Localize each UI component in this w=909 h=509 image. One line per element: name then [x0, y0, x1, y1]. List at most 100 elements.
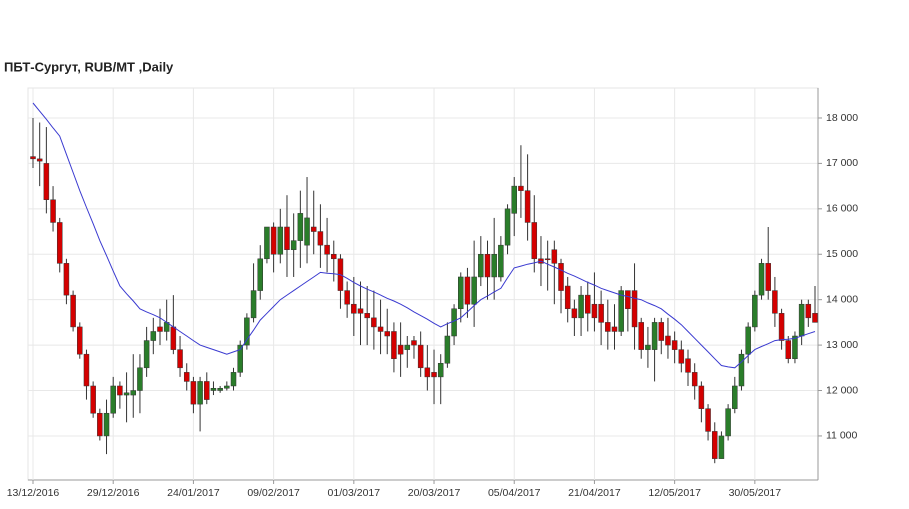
- candle-body: [250, 290, 257, 319]
- candle-body: [812, 313, 818, 323]
- x-tick-label: 09/02/2017: [247, 487, 300, 499]
- candle-body: [384, 331, 390, 337]
- candle-body: [424, 367, 431, 378]
- candle-body: [671, 340, 678, 350]
- candle-body: [645, 344, 651, 350]
- x-tick-label: 05/04/2017: [488, 487, 541, 499]
- candle-body: [631, 290, 638, 328]
- candle-body: [317, 231, 324, 246]
- candle-body: [785, 340, 792, 359]
- candle-body: [183, 372, 190, 382]
- x-tick-label: 30/05/2017: [729, 487, 782, 499]
- candle-body: [391, 331, 397, 359]
- moving-average-line: [32, 102, 816, 369]
- candle-body: [50, 199, 56, 223]
- candle-body: [691, 372, 698, 387]
- candle-body: [204, 381, 210, 400]
- candle-body: [531, 222, 538, 260]
- candle-body: [685, 358, 691, 373]
- candle-body: [297, 213, 304, 241]
- candle-body: [110, 385, 116, 414]
- candle-body: [56, 222, 63, 264]
- candle-body: [564, 285, 571, 310]
- candle-body: [458, 276, 464, 310]
- candle-body: [471, 276, 477, 305]
- candle-body: [43, 163, 50, 200]
- candle-body: [157, 326, 163, 332]
- candle-body: [264, 226, 270, 260]
- y-tick-label: 11 000: [826, 430, 857, 442]
- x-tick-label: 13/12/2016: [7, 487, 60, 499]
- candle-body: [437, 363, 444, 378]
- candle-body: [150, 331, 157, 341]
- candle-body: [310, 226, 317, 232]
- candle-body: [170, 326, 177, 350]
- candle-body: [224, 385, 230, 389]
- x-tick-label: 21/04/2017: [568, 487, 621, 499]
- candle-body: [351, 303, 357, 314]
- candle-body: [230, 372, 237, 387]
- candle-body: [217, 387, 223, 391]
- candle-body: [90, 385, 96, 414]
- candle-body: [778, 313, 785, 341]
- candle-body: [103, 412, 110, 437]
- candle-body: [571, 308, 578, 319]
- x-tick-label: 24/01/2017: [167, 487, 220, 499]
- y-tick-label: 13 000: [826, 339, 858, 351]
- candle-body: [591, 303, 598, 319]
- candle-body: [137, 367, 143, 391]
- candle-body: [117, 385, 123, 396]
- candle-body: [618, 290, 624, 332]
- x-tick-label: 29/12/2016: [87, 487, 140, 499]
- candle-body: [177, 349, 183, 369]
- candle-body: [638, 322, 644, 350]
- candle-body: [270, 226, 277, 255]
- candle-body: [284, 226, 290, 250]
- candle-body: [498, 244, 504, 278]
- candle-body: [411, 340, 417, 346]
- candle-body: [711, 431, 718, 459]
- candle-body: [464, 276, 471, 305]
- candle-body: [290, 240, 297, 250]
- plot-area: [27, 87, 819, 481]
- candle-body: [605, 322, 611, 332]
- candle-body: [798, 303, 805, 337]
- candle-body: [190, 381, 197, 405]
- y-tick-label: 17 000: [826, 157, 858, 169]
- candle-body: [698, 385, 705, 409]
- candle-body: [30, 156, 36, 160]
- candle-body: [752, 294, 758, 328]
- candle-body: [404, 344, 411, 350]
- candle-body: [665, 335, 671, 346]
- y-tick-label: 18 000: [826, 112, 858, 124]
- candle-body: [210, 387, 217, 391]
- y-tick-label: 14 000: [826, 293, 858, 305]
- candle-body: [518, 185, 524, 191]
- candle-body: [598, 303, 604, 323]
- candle-body: [705, 408, 711, 432]
- candle-body: [331, 253, 337, 260]
- candle-body: [77, 326, 83, 355]
- candle-body: [478, 253, 484, 278]
- candle-body: [732, 385, 738, 409]
- candle-body: [678, 349, 685, 364]
- candle-body: [805, 303, 812, 319]
- candle-body: [397, 344, 404, 355]
- candle-body: [484, 253, 491, 278]
- candle-body: [364, 313, 370, 319]
- candle-body: [625, 290, 631, 310]
- candle-body: [371, 317, 377, 328]
- x-tick-label: 20/03/2017: [408, 487, 461, 499]
- candle-body: [745, 326, 751, 355]
- candle-body: [357, 308, 364, 314]
- candle-body: [651, 322, 658, 350]
- candle-body: [257, 258, 263, 291]
- candle-body: [83, 353, 90, 387]
- candle-body: [544, 258, 551, 261]
- candle-body: [658, 322, 665, 341]
- candle-body: [324, 244, 330, 255]
- candle-body: [143, 340, 150, 369]
- y-tick-label: 15 000: [826, 248, 858, 260]
